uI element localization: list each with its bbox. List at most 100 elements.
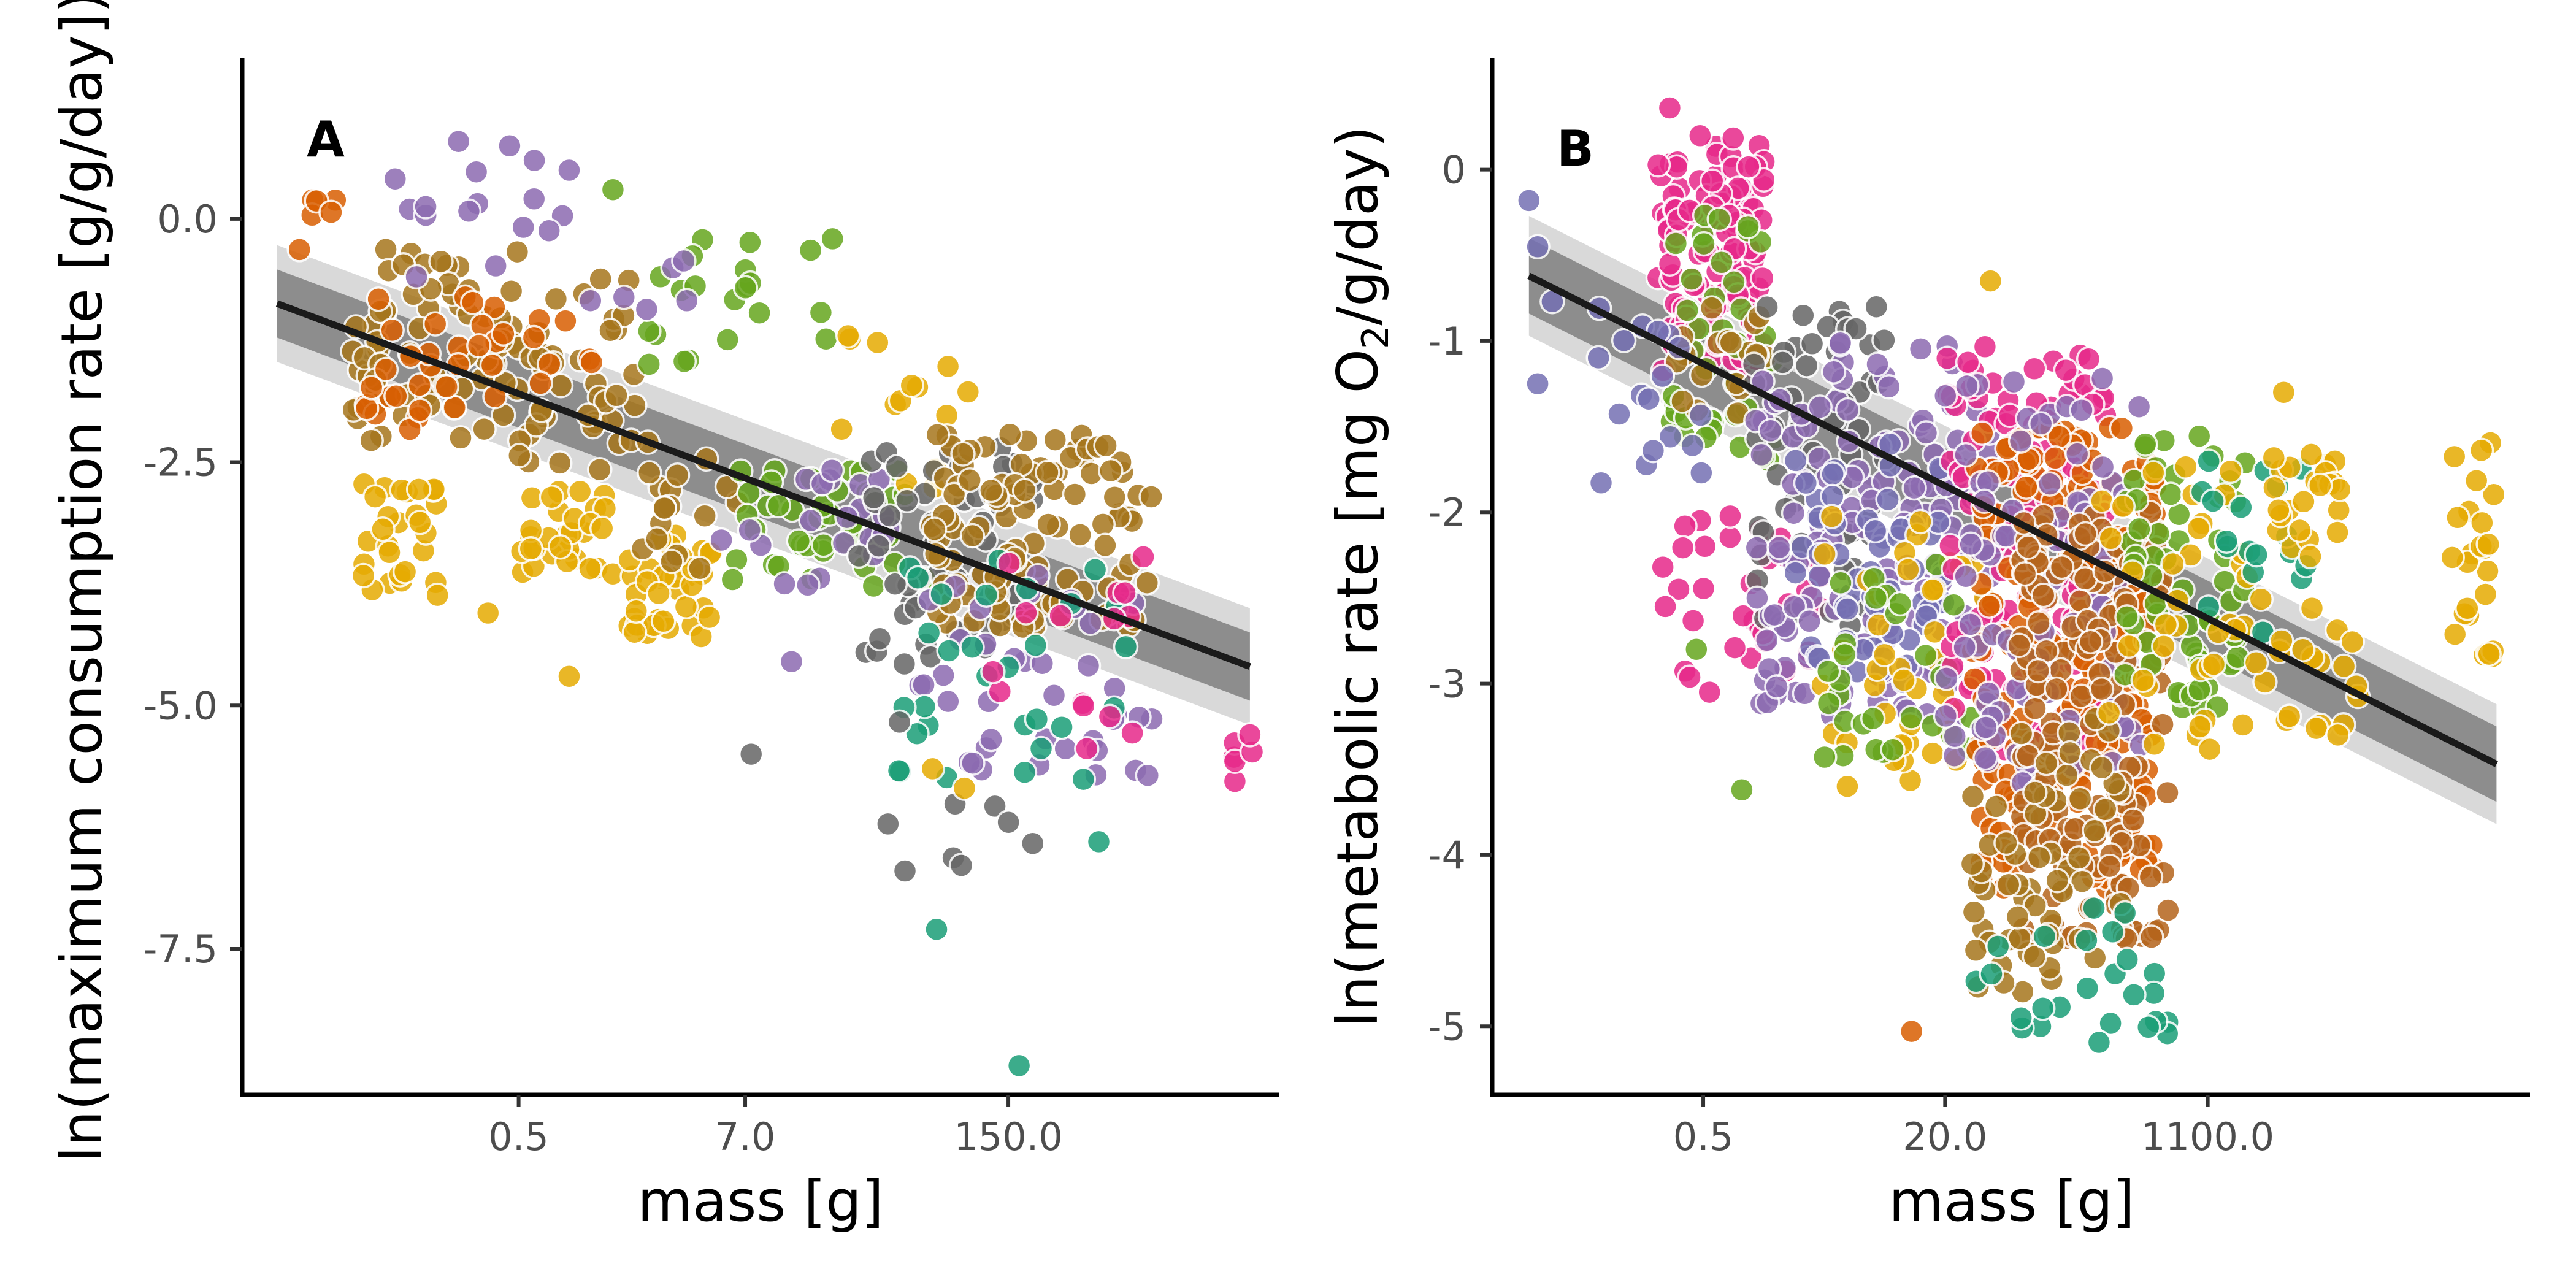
data-point	[911, 672, 937, 698]
data-point	[1790, 302, 1816, 329]
data-point	[611, 284, 637, 310]
data-point	[899, 372, 925, 398]
data-point	[671, 248, 697, 274]
data-point	[1706, 206, 1732, 232]
data-point	[1112, 580, 1138, 606]
data-point	[1843, 316, 1869, 342]
data-point	[2022, 356, 2047, 382]
data-point	[995, 809, 1021, 835]
data-point	[737, 229, 763, 256]
data-point	[1973, 715, 1999, 740]
data-point	[2044, 676, 2069, 702]
data-point	[1954, 373, 1980, 399]
data-point	[1750, 265, 1776, 291]
data-point	[1666, 576, 1692, 602]
data-point	[2290, 637, 2316, 662]
data-point	[1688, 402, 1714, 428]
x-ticks-a: 0.5 7.0 150.0	[488, 1095, 1063, 1159]
data-point	[2339, 629, 2366, 655]
data-point	[1736, 154, 1761, 180]
data-point	[1092, 532, 1118, 559]
data-point	[1709, 250, 1735, 275]
data-point	[1717, 524, 1743, 550]
x-ticks-b: 0.5 20.0 1100.0	[1673, 1095, 2274, 1159]
data-point	[2229, 712, 2256, 738]
data-point	[2090, 454, 2116, 480]
data-point	[1898, 1018, 1925, 1045]
data-point	[1687, 123, 1713, 149]
data-point	[1093, 432, 1119, 459]
y-axis-title-b-end: /g/day)	[1325, 126, 1390, 326]
data-point	[2096, 853, 2123, 880]
data-point	[578, 350, 605, 375]
data-point	[1764, 674, 1790, 700]
data-point	[2126, 394, 2152, 420]
data-point	[650, 608, 677, 634]
data-point	[2266, 497, 2291, 523]
data-point	[2120, 807, 2146, 833]
data-point	[1806, 563, 1833, 589]
data-point	[636, 351, 662, 377]
data-point	[948, 853, 975, 878]
data-point	[813, 326, 839, 352]
data-point	[1907, 336, 1934, 362]
data-point	[2298, 543, 2323, 570]
data-point	[1912, 642, 1939, 669]
data-point	[877, 503, 903, 529]
data-point	[2030, 582, 2057, 608]
y-tick-label: 0.0	[157, 197, 218, 242]
y-tick-label: 0	[1442, 148, 1466, 193]
data-point	[1860, 705, 1886, 732]
data-point	[587, 456, 613, 483]
data-point	[1863, 585, 1889, 611]
data-point	[1782, 560, 1809, 586]
data-point	[2214, 528, 2239, 554]
data-point	[1722, 635, 1748, 661]
data-point	[621, 619, 648, 645]
data-point	[2053, 762, 2080, 788]
data-point	[1070, 766, 1097, 792]
data-point	[1134, 570, 1160, 596]
data-point	[424, 582, 450, 608]
data-point	[1972, 745, 1998, 771]
data-point	[413, 194, 439, 220]
data-point	[1689, 460, 1714, 486]
data-point	[1876, 374, 1902, 400]
data-point	[980, 659, 1006, 684]
data-point	[819, 458, 845, 483]
data-point	[1049, 714, 1075, 740]
data-point	[1995, 872, 2022, 898]
data-point	[929, 581, 954, 607]
data-point	[916, 620, 942, 646]
data-point	[1834, 596, 1860, 622]
data-point	[497, 133, 523, 159]
data-point	[2076, 346, 2102, 372]
data-point	[1525, 370, 1551, 397]
x-tick-label: 150.0	[954, 1114, 1063, 1159]
data-point	[623, 598, 650, 624]
data-point	[392, 559, 418, 585]
panel-label-b: B	[1557, 120, 1594, 177]
data-point	[2441, 443, 2467, 470]
data-point	[2287, 517, 2313, 543]
data-point	[350, 562, 377, 589]
data-point	[588, 266, 613, 292]
x-tick-label: 0.5	[488, 1114, 549, 1159]
data-point	[2133, 431, 2158, 457]
data-point	[2089, 488, 2115, 514]
data-point	[2307, 472, 2333, 499]
data-point	[2153, 611, 2179, 638]
data-point	[1812, 541, 1838, 567]
data-point	[646, 580, 672, 607]
data-point	[1657, 424, 1684, 450]
data-point	[2089, 366, 2115, 391]
data-point	[919, 756, 946, 782]
data-point	[978, 477, 1004, 504]
data-point	[861, 485, 887, 511]
data-point	[2044, 867, 2070, 894]
data-point	[1757, 418, 1784, 444]
data-point	[1960, 783, 1986, 810]
data-point	[1657, 95, 1683, 121]
data-point	[746, 300, 772, 326]
data-point	[2299, 595, 2325, 621]
